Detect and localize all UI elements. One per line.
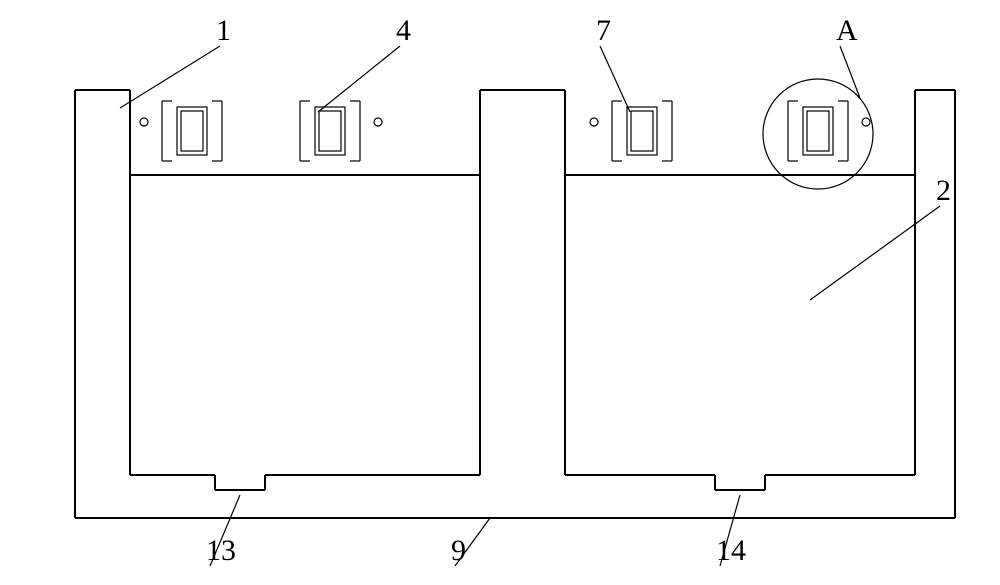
label-9: 9 bbox=[451, 534, 466, 568]
label-13: 13 bbox=[206, 534, 236, 568]
label-14: 14 bbox=[716, 534, 746, 568]
diagram-root: 1 4 7 A 2 13 9 14 bbox=[0, 0, 1000, 585]
label-A: A bbox=[836, 14, 858, 48]
label-1: 1 bbox=[216, 14, 231, 48]
label-2: 2 bbox=[936, 174, 951, 208]
label-7: 7 bbox=[596, 14, 611, 48]
label-4: 4 bbox=[396, 14, 411, 48]
diagram-svg bbox=[0, 0, 1000, 585]
